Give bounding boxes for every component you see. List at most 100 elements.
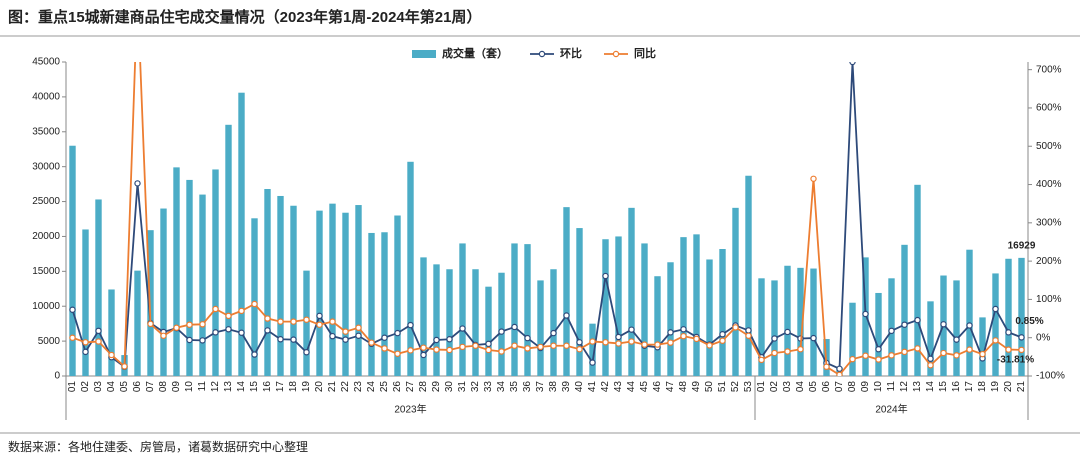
bar	[342, 212, 349, 376]
bar	[160, 208, 167, 376]
line-marker	[966, 346, 973, 353]
group-label: 2023年	[394, 403, 426, 416]
x-tick-label: 05	[808, 381, 819, 393]
line-marker	[342, 328, 349, 335]
x-tick-label: 47	[665, 381, 676, 393]
y2-tick-label: 700%	[1036, 64, 1062, 75]
bar	[654, 276, 661, 376]
y2-tick-label: 200%	[1036, 256, 1062, 267]
line-marker	[875, 356, 882, 363]
bar	[69, 145, 76, 376]
x-tick-label: 02	[769, 381, 780, 393]
x-tick-label: 07	[834, 381, 845, 393]
x-tick-label: 53	[743, 381, 754, 393]
legend-swatch	[412, 50, 436, 58]
x-tick-label: 03	[782, 381, 793, 393]
bar	[238, 92, 245, 376]
line-marker	[316, 312, 323, 320]
line-marker	[82, 348, 89, 356]
line-marker	[680, 326, 687, 333]
bar	[173, 167, 180, 376]
line-marker	[420, 351, 427, 359]
bar	[745, 175, 752, 376]
y-tick-label: 35000	[32, 126, 60, 137]
bar	[537, 280, 544, 376]
x-tick-label: 24	[366, 381, 377, 393]
bar	[368, 232, 375, 376]
bar	[82, 229, 89, 376]
line-marker	[901, 321, 908, 328]
line-marker	[849, 62, 856, 66]
line-marker	[875, 345, 882, 353]
line-marker	[446, 336, 453, 343]
x-tick-label: 06	[132, 381, 143, 393]
y-tick-label: 0	[54, 371, 60, 382]
x-tick-label: 32	[470, 381, 481, 393]
x-tick-label: 14	[236, 381, 247, 393]
x-tick-label: 20	[1003, 381, 1014, 393]
line-marker	[628, 338, 635, 345]
data-label: 16929	[1008, 241, 1036, 252]
line-marker	[82, 339, 89, 346]
bar	[329, 203, 336, 376]
line-marker	[862, 352, 869, 359]
line-marker	[394, 329, 401, 337]
line-marker	[498, 348, 505, 355]
line-marker	[394, 350, 401, 357]
line-marker	[459, 343, 466, 351]
bar	[524, 244, 531, 376]
x-tick-label: 41	[587, 381, 598, 393]
line-marker	[979, 350, 986, 358]
line-marker	[693, 335, 700, 343]
line-marker	[680, 332, 687, 340]
x-tick-label: 25	[379, 381, 390, 393]
x-tick-label: 08	[158, 381, 169, 393]
x-tick-label: 21	[1016, 381, 1027, 393]
line-marker	[641, 341, 648, 348]
chart-title: 图：重点15城新建商品住宅成交量情况（2023年第1周-2024年第21周）	[8, 8, 481, 26]
data-label: -31.81%	[997, 355, 1034, 366]
y2-tick-label: 400%	[1036, 179, 1062, 190]
x-tick-label: 04	[106, 381, 117, 393]
x-tick-label: 43	[613, 381, 624, 393]
bar	[381, 232, 388, 376]
line-marker	[862, 310, 869, 318]
line-marker	[745, 332, 752, 339]
line-marker	[238, 307, 245, 315]
x-tick-label: 17	[275, 381, 286, 393]
x-tick-label: 16	[262, 381, 273, 393]
line-marker	[511, 342, 518, 349]
bar	[953, 280, 960, 376]
bar	[615, 236, 622, 376]
bar	[316, 210, 323, 376]
y-tick-label: 10000	[32, 301, 60, 312]
line-marker	[69, 306, 76, 313]
data-label: 0.85%	[1015, 316, 1043, 327]
line-marker	[472, 342, 479, 349]
bar	[888, 278, 895, 376]
line-marker	[797, 345, 804, 353]
line-marker	[212, 329, 219, 336]
line-marker	[420, 344, 427, 351]
line-marker	[1005, 346, 1012, 353]
bar	[290, 205, 297, 376]
y2-tick-label: 600%	[1036, 103, 1062, 114]
line-marker	[316, 321, 323, 328]
x-tick-label: 09	[171, 381, 182, 393]
bar	[810, 268, 817, 376]
y-tick-label: 5000	[38, 336, 61, 347]
line-marker	[264, 327, 271, 334]
x-tick-label: 26	[392, 381, 403, 393]
x-tick-label: 22	[340, 381, 351, 393]
line-marker	[95, 327, 102, 335]
y2-tick-label: 0%	[1036, 332, 1051, 343]
x-tick-label: 37	[535, 381, 546, 393]
bar	[719, 249, 726, 376]
y2-tick-label: 500%	[1036, 141, 1062, 152]
bar	[511, 243, 518, 376]
bar	[992, 273, 999, 376]
bar	[680, 237, 687, 376]
bar	[875, 292, 882, 376]
line-marker	[758, 356, 765, 364]
line-marker	[342, 336, 349, 343]
